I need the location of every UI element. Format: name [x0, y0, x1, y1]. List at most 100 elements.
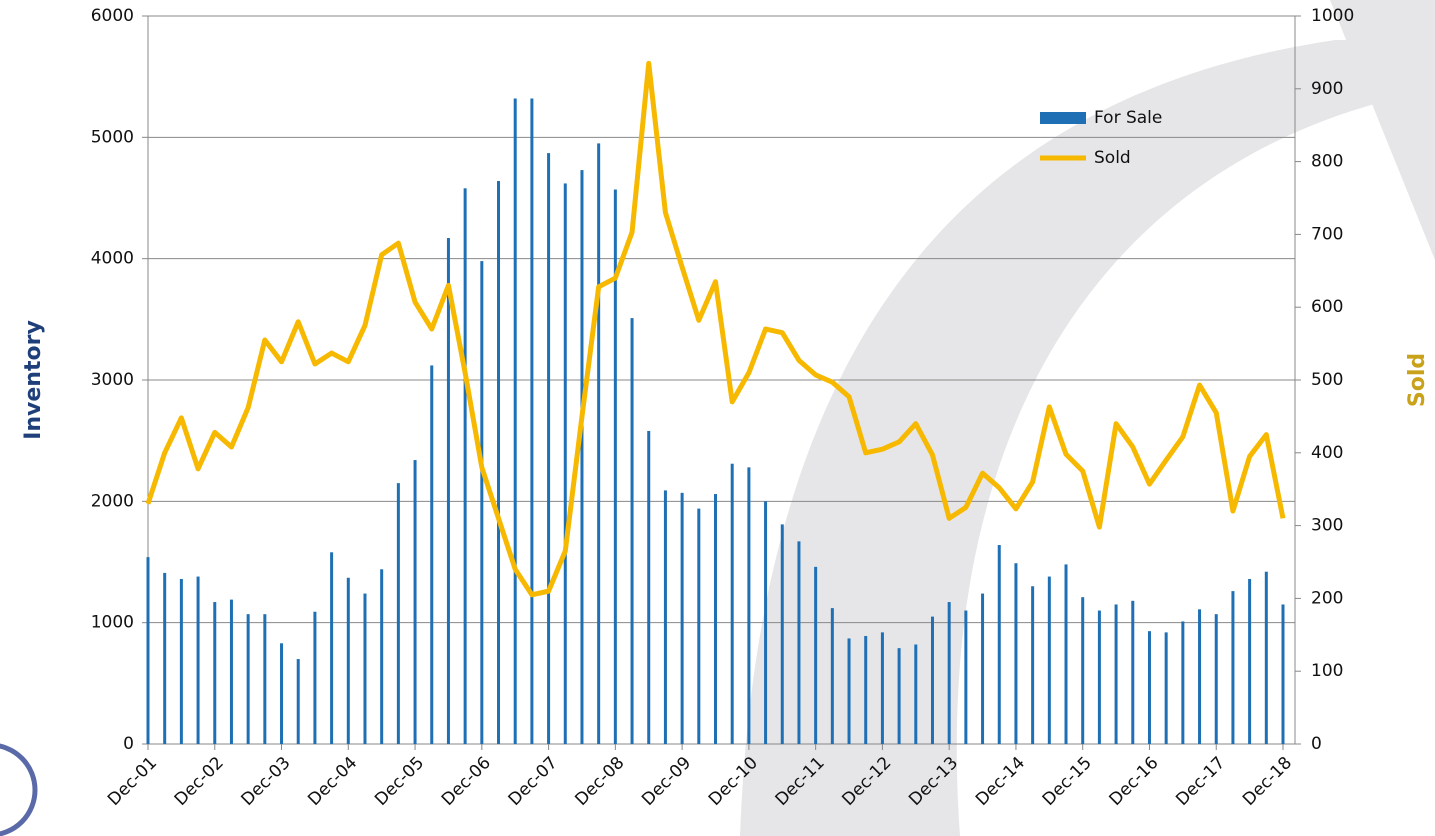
bar	[563, 183, 567, 744]
bar	[1014, 563, 1018, 744]
bar	[981, 593, 985, 744]
bar	[229, 599, 233, 744]
bar	[246, 614, 250, 744]
bar	[680, 492, 684, 744]
bar	[847, 638, 851, 744]
bar	[1248, 578, 1252, 744]
line	[145, 60, 1286, 598]
y2-tick-label: 700	[1311, 224, 1343, 244]
y-tick-label: 6000	[91, 6, 134, 26]
bar	[179, 578, 183, 744]
y2-tick-label: 100	[1311, 661, 1343, 681]
bar	[1264, 571, 1268, 744]
bar	[413, 460, 417, 744]
y-tick-label: 5000	[91, 127, 134, 147]
y2-tick-label: 200	[1311, 588, 1343, 608]
x-tick-label: Dec-15	[1039, 753, 1096, 810]
y2-tick-label: 500	[1311, 370, 1343, 390]
x-tick-label: Dec-17	[1172, 753, 1229, 810]
y-tick-label: 3000	[91, 370, 134, 390]
bar	[513, 98, 517, 745]
bar	[814, 566, 818, 744]
bar	[1164, 632, 1168, 744]
x-tick-label: Dec-03	[238, 753, 295, 810]
bar	[930, 616, 934, 744]
bar	[1181, 621, 1185, 744]
bar	[396, 483, 400, 744]
bar	[947, 602, 951, 744]
bar	[630, 318, 634, 744]
y2-tick-label: 1000	[1311, 6, 1354, 26]
bar	[380, 569, 384, 744]
x-tick-label: Dec-18	[1239, 753, 1296, 810]
bar	[346, 577, 350, 744]
bar	[1047, 576, 1051, 744]
y2-axis-title: Sold	[1405, 353, 1430, 407]
bar	[1114, 604, 1118, 744]
legend-swatch	[1040, 112, 1086, 124]
bar	[446, 238, 450, 745]
bar	[480, 261, 484, 744]
y-axis-title: Inventory	[21, 320, 46, 440]
bar	[830, 608, 834, 744]
bar	[780, 524, 784, 744]
bar	[296, 659, 300, 744]
bar	[463, 188, 467, 744]
x-tick-label: Dec-04	[304, 753, 361, 810]
x-tick-label: Dec-05	[371, 753, 428, 810]
bar	[263, 614, 267, 744]
bar	[1198, 609, 1202, 744]
bar	[1131, 600, 1135, 744]
bar	[1064, 564, 1068, 744]
bar	[497, 181, 501, 745]
y-tick-label: 2000	[91, 491, 134, 511]
bar	[213, 602, 217, 744]
bar	[1231, 591, 1235, 744]
bar	[146, 557, 150, 744]
x-tick-label: Dec-16	[1105, 753, 1162, 810]
bar	[1097, 610, 1101, 744]
bar	[196, 576, 200, 744]
bar	[764, 501, 768, 744]
bar	[430, 365, 434, 744]
logo-fragment	[0, 743, 38, 836]
bar	[730, 463, 734, 744]
bar	[914, 644, 918, 744]
bar	[547, 153, 551, 744]
bar	[330, 552, 334, 744]
bar	[280, 643, 284, 744]
bar	[964, 610, 968, 744]
bar	[1147, 631, 1151, 744]
bar	[714, 494, 717, 744]
bar	[663, 490, 667, 744]
y2-tick-label: 900	[1311, 79, 1343, 99]
bar	[647, 430, 651, 744]
bar	[747, 467, 751, 744]
y2-tick-label: 600	[1311, 297, 1343, 317]
x-tick-label: Dec-08	[571, 753, 628, 810]
y-tick-label: 4000	[91, 249, 134, 269]
x-tick-label: Dec-06	[438, 753, 495, 810]
x-tick-label: Dec-14	[972, 753, 1029, 810]
bar	[163, 572, 167, 744]
bar	[997, 545, 1001, 744]
y2-tick-label: 0	[1311, 734, 1322, 754]
y-tick-label: 1000	[91, 613, 134, 633]
bar	[530, 98, 534, 745]
y2-tick-label: 300	[1311, 516, 1343, 536]
bar	[1081, 597, 1085, 744]
bar	[1031, 586, 1035, 744]
bar	[597, 143, 601, 744]
legend-label: For Sale	[1094, 108, 1162, 128]
x-tick-label: Dec-09	[638, 753, 695, 810]
bar	[580, 170, 584, 745]
y2-tick-label: 400	[1311, 443, 1343, 463]
y2-tick-label: 800	[1311, 152, 1343, 172]
y-tick-label: 0	[123, 734, 134, 754]
bar	[313, 611, 317, 744]
watermark	[740, 0, 1435, 836]
bar	[880, 632, 884, 744]
bar	[613, 189, 617, 745]
x-tick-label: Dec-07	[505, 753, 562, 810]
